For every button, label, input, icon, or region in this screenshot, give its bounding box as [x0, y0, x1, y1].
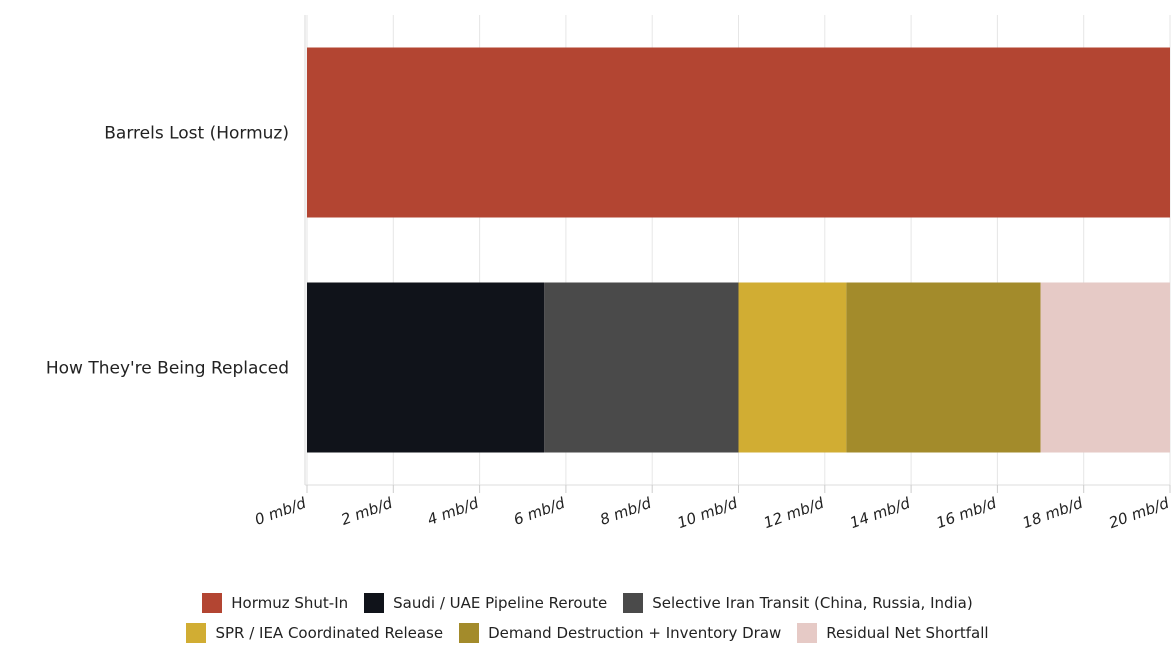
- tick-label: 10 mb/d: [675, 494, 740, 532]
- category-label: How They're Being Replaced: [46, 359, 289, 379]
- legend-item: Demand Destruction + Inventory Draw: [459, 623, 781, 643]
- chart: Barrels Lost (Hormuz) How They're Being R…: [46, 15, 1172, 532]
- tick-label: 12 mb/d: [761, 494, 826, 532]
- legend-row-2: SPR / IEA Coordinated Release Demand Des…: [0, 618, 1175, 648]
- legend-swatch: [186, 623, 207, 643]
- legend-item: SPR / IEA Coordinated Release: [186, 623, 443, 643]
- legend-swatch: [797, 623, 818, 643]
- legend-row-1: Hormuz Shut-In Saudi / UAE Pipeline Rero…: [0, 588, 1175, 618]
- legend-swatch: [623, 593, 644, 613]
- category-label: Barrels Lost (Hormuz): [104, 124, 289, 144]
- legend-swatch: [459, 623, 480, 643]
- tick-label: 20 mb/d: [1106, 494, 1171, 532]
- legend: Hormuz Shut-In Saudi / UAE Pipeline Rero…: [0, 588, 1175, 648]
- legend-swatch: [202, 593, 223, 613]
- bars: [307, 47, 1170, 453]
- bar-segment: [846, 282, 1041, 453]
- bar-segment: [307, 47, 1170, 218]
- tick-label: 4 mb/d: [425, 494, 481, 529]
- legend-item: Saudi / UAE Pipeline Reroute: [364, 593, 607, 613]
- category-labels: Barrels Lost (Hormuz) How They're Being R…: [46, 124, 289, 379]
- bar-segment: [738, 282, 847, 453]
- legend-item: Selective Iran Transit (China, Russia, I…: [623, 593, 973, 613]
- legend-label: Selective Iran Transit (China, Russia, I…: [652, 594, 973, 612]
- legend-label: Saudi / UAE Pipeline Reroute: [393, 594, 608, 612]
- legend-swatch: [364, 593, 385, 613]
- tick-label: 14 mb/d: [848, 494, 913, 532]
- bar-segment: [544, 282, 739, 453]
- tick-label: 2 mb/d: [339, 494, 395, 529]
- x-axis-ticks: 0 mb/d 2 mb/d 4 mb/d 6 mb/d 8 mb/d 10 mb/d 12 …: [252, 485, 1172, 532]
- legend-label: Hormuz Shut-In: [231, 594, 349, 612]
- bar-segment: [1040, 282, 1170, 453]
- tick-label: 8 mb/d: [598, 494, 654, 529]
- tick-label: 16 mb/d: [934, 494, 999, 532]
- legend-label: Demand Destruction + Inventory Draw: [488, 624, 782, 642]
- tick-label: 6 mb/d: [511, 494, 567, 529]
- tick-label: 0 mb/d: [252, 494, 308, 529]
- tick-label: 18 mb/d: [1020, 494, 1085, 532]
- bar-segment: [307, 282, 545, 453]
- legend-label: Residual Net Shortfall: [826, 624, 989, 642]
- legend-label: SPR / IEA Coordinated Release: [215, 624, 444, 642]
- legend-item: Hormuz Shut-In: [202, 593, 348, 613]
- legend-item: Residual Net Shortfall: [797, 623, 989, 643]
